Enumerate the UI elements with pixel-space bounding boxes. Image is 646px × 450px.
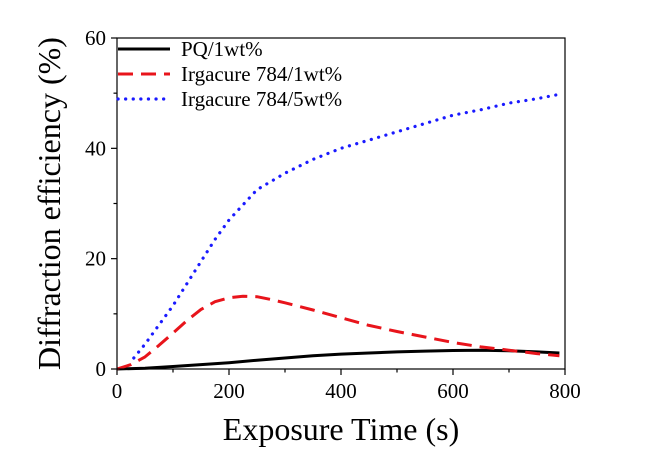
y-tick-label: 40 xyxy=(85,136,106,160)
x-tick-label: 400 xyxy=(325,379,357,403)
y-axis-title: Diffraction efficiency (%) xyxy=(31,37,67,370)
series-line-3 xyxy=(132,92,562,360)
series-line-2 xyxy=(116,294,560,371)
x-tick-label: 600 xyxy=(437,379,469,403)
series-line-1 xyxy=(116,348,560,371)
y-tick-label: 60 xyxy=(85,26,106,50)
legend-label-1: PQ/1wt% xyxy=(181,37,263,61)
x-tick-label: 200 xyxy=(213,379,245,403)
y-tick-label: 0 xyxy=(96,357,107,381)
x-tick-label: 800 xyxy=(549,379,581,403)
legend-label-3: Irgacure 784/5wt% xyxy=(181,87,342,111)
x-axis-title: Exposure Time (s) xyxy=(223,411,459,447)
legend-label-2: Irgacure 784/1wt% xyxy=(181,62,342,86)
y-tick-label: 20 xyxy=(85,247,106,271)
ticks-layer: 0 200 400 600 800 0 20 40 60 xyxy=(85,26,581,403)
series-layer xyxy=(116,92,562,371)
legend: PQ/1wt%Irgacure 784/1wt%Irgacure 784/5wt… xyxy=(116,37,342,111)
plot-area: 0 200 400 600 800 0 20 40 60 xyxy=(85,26,581,403)
x-tick-label: 0 xyxy=(112,379,123,403)
